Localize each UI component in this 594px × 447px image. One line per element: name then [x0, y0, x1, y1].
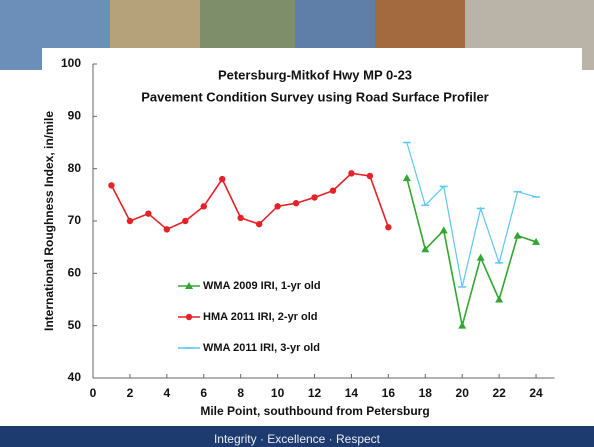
point [402, 174, 411, 182]
y-tick-label: 90 [68, 109, 82, 123]
point [329, 187, 337, 194]
point [439, 226, 448, 234]
chart-panel [42, 48, 582, 426]
legend-marker [185, 313, 193, 321]
footer-bar [0, 426, 594, 447]
point [237, 214, 244, 222]
x-tick-label: 16 [382, 386, 396, 400]
x-tick-label: 4 [163, 386, 170, 400]
point [421, 245, 430, 253]
x-tick-label: 12 [308, 386, 322, 400]
y-tick-label: 100 [61, 56, 81, 70]
point [182, 217, 189, 225]
point [385, 224, 392, 231]
point [274, 203, 281, 210]
x-tick-label: 18 [419, 386, 433, 400]
point [458, 321, 467, 329]
point [200, 203, 207, 210]
series-line [406, 177, 537, 326]
x-tick-label: 10 [271, 386, 285, 400]
x-tick-label: 8 [237, 386, 244, 400]
point [366, 172, 374, 180]
x-tick-label: 24 [529, 386, 543, 400]
point [219, 175, 226, 183]
y-tick-label: 60 [68, 266, 82, 280]
point [255, 220, 263, 228]
y-tick-label: 50 [68, 318, 82, 332]
point [532, 237, 541, 245]
point [513, 231, 522, 239]
x-tick-label: 0 [90, 386, 97, 400]
legend-marker [185, 282, 193, 289]
point [476, 253, 485, 261]
point [495, 295, 504, 303]
point [348, 170, 355, 177]
legend-label: WMA 2011 IRI, 3-yr old [203, 342, 320, 354]
y-axis-label: International Roughness Index, in/mile [42, 111, 56, 331]
chart-subtitle: Pavement Condition Survey using Road Sur… [141, 89, 488, 104]
point [163, 226, 171, 233]
x-tick-label: 22 [492, 386, 506, 400]
point [126, 217, 134, 225]
x-axis-label: Mile Point, southbound from Petersburg [200, 404, 429, 418]
x-tick-label: 20 [456, 386, 470, 400]
footer-text: Integrity · Excellence · Respect [214, 432, 381, 446]
legend-label: HMA 2011 IRI, 2-yr old [203, 311, 318, 323]
point [292, 200, 300, 207]
series-line [406, 142, 537, 288]
y-tick-label: 70 [68, 213, 82, 227]
point [108, 182, 115, 189]
x-tick-label: 2 [127, 386, 134, 400]
y-tick-label: 40 [68, 370, 82, 384]
legend-label: WMA 2009 IRI, 1-yr old [203, 280, 321, 292]
series-line [110, 172, 390, 231]
y-tick-label: 80 [68, 161, 82, 175]
point [311, 194, 318, 201]
x-tick-label: 14 [345, 386, 359, 400]
chart-title: Petersburg-Mitkof Hwy MP 0-23 [218, 67, 412, 82]
x-tick-label: 6 [200, 386, 207, 400]
point [145, 210, 152, 217]
